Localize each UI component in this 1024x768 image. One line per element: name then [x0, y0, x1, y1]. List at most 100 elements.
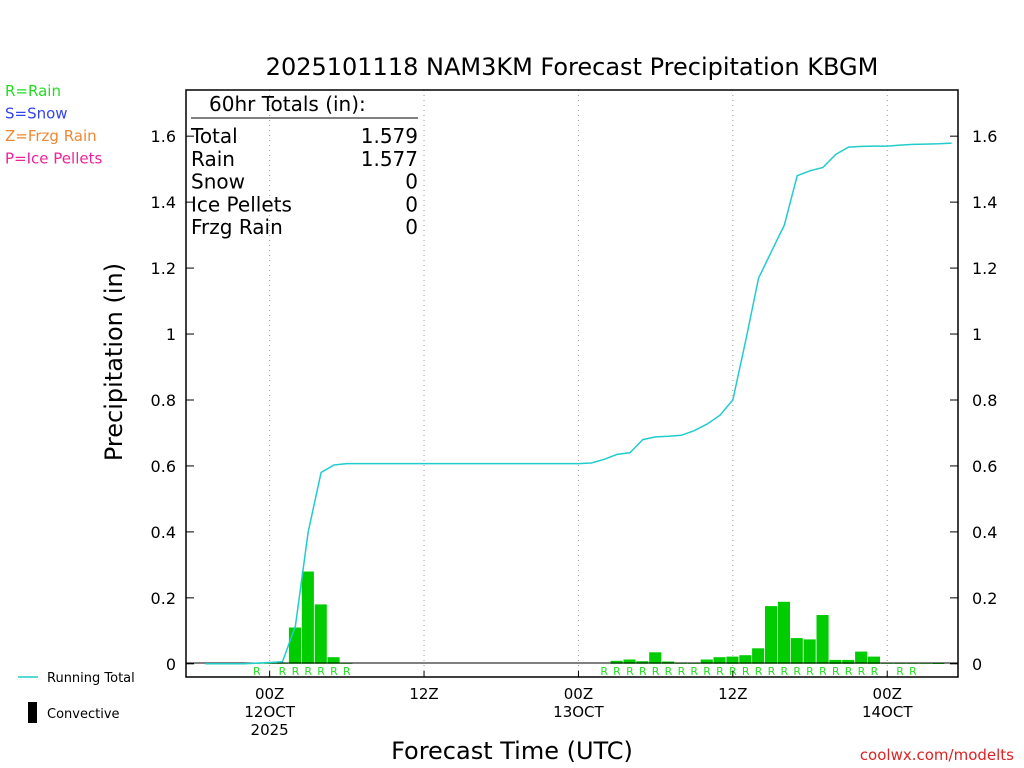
- ptype-label: R: [806, 665, 814, 678]
- convective-legend: Convective: [28, 702, 120, 723]
- ptype-label: R: [304, 665, 312, 678]
- legend-entry: P=Ice Pellets: [5, 150, 102, 168]
- y-tick-label: 0.6: [151, 457, 176, 476]
- ptype-label: R: [652, 665, 660, 678]
- x-tick-label: 00Z: [873, 685, 902, 703]
- ptype-label: R: [703, 665, 711, 678]
- y-tick-label: 1.2: [972, 259, 997, 278]
- running-total-legend: Running Total: [18, 671, 135, 686]
- y-tick-label: 0: [166, 655, 176, 674]
- legend-entry: S=Snow: [5, 105, 68, 123]
- chart-title: 2025101118 NAM3KM Forecast Precipitation…: [266, 53, 879, 81]
- ptype-label: R: [755, 665, 763, 678]
- x-tick-label: 13OCT: [553, 703, 604, 721]
- y-tick-label: 0: [972, 655, 982, 674]
- y-tick-label: 0.4: [972, 523, 997, 542]
- precip-bar: [855, 651, 868, 664]
- y-axis-right: 0 0.2 0.4 0.6 0.8 1 1.2 1.4 1.6: [950, 127, 997, 674]
- convective-swatch: [28, 702, 37, 723]
- totals-value: 0: [405, 192, 418, 216]
- ptype-label: R: [793, 665, 801, 678]
- precip-bar: [765, 606, 778, 664]
- ptype-label: R: [768, 665, 776, 678]
- legend-entry: R=Rain: [5, 82, 61, 100]
- convective-legend-label: Convective: [47, 707, 120, 722]
- precip-bar: [623, 659, 636, 664]
- ptype-label: R: [600, 665, 608, 678]
- precip-bar: [867, 656, 880, 664]
- precip-bar: [314, 604, 327, 664]
- ptype-label: R: [871, 665, 879, 678]
- totals-label: Ice Pellets: [191, 192, 292, 216]
- ptype-label: R: [742, 665, 750, 678]
- plot-frame: [185, 89, 959, 678]
- y-tick-label: 0.2: [972, 589, 997, 608]
- precip-bar: [777, 601, 790, 664]
- ptype-label: R: [292, 665, 300, 678]
- ptype-label: R: [626, 665, 634, 678]
- precip-bar: [327, 657, 340, 664]
- y-axis-left: 0 0.2 0.4 0.6 0.8 1 1.2 1.4 1.6: [151, 127, 194, 674]
- totals-value: 1.577: [361, 147, 418, 171]
- y-tick-label: 0.8: [151, 391, 176, 410]
- ptype-label: R: [858, 665, 866, 678]
- y-tick-label: 1.6: [972, 127, 997, 146]
- running-total-legend-label: Running Total: [47, 671, 135, 686]
- x-tick-label: 12Z: [718, 685, 747, 703]
- ptype-label: R: [896, 665, 904, 678]
- credit-text: coolwx.com/modelts: [860, 746, 1014, 764]
- precip-bar: [649, 652, 662, 664]
- precip-bar: [842, 659, 855, 664]
- ptype-legend: R=Rain S=Snow Z=Frzg Rain P=Ice Pellets: [5, 82, 102, 168]
- precip-bar: [932, 663, 945, 664]
- vertical-gridlines: [269, 90, 888, 677]
- ptype-label: R: [845, 665, 853, 678]
- x-tick-label: 00Z: [255, 685, 284, 703]
- precip-bar: [713, 657, 726, 664]
- y-tick-label: 1: [166, 325, 176, 344]
- y-tick-label: 1.2: [151, 259, 176, 278]
- y-tick-label: 0.4: [151, 523, 176, 542]
- ptype-label: R: [343, 665, 351, 678]
- ptype-label: R: [678, 665, 686, 678]
- ptype-label: R: [909, 665, 917, 678]
- y-axis-label: Precipitation (in): [100, 263, 128, 461]
- x-tick-label: 14OCT: [862, 703, 913, 721]
- precip-bar: [726, 656, 739, 664]
- y-tick-label: 1.4: [151, 193, 176, 212]
- totals-header: 60hr Totals (in):: [209, 92, 366, 116]
- running-total-line: [205, 142, 952, 665]
- totals-value: 1.579: [361, 124, 418, 148]
- ptype-label: R: [317, 665, 325, 678]
- totals-label: Rain: [191, 147, 235, 171]
- ptype-label: R: [279, 665, 287, 678]
- totals-value: 0: [405, 170, 418, 194]
- y-tick-label: 1.6: [151, 127, 176, 146]
- legend-entry: Z=Frzg Rain: [5, 127, 97, 145]
- totals-box: 60hr Totals (in): Total 1.579 Rain 1.577 Snow…: [190, 92, 418, 239]
- precip-bar: [790, 638, 803, 664]
- precip-bar: [301, 571, 314, 664]
- y-tick-label: 1.4: [972, 193, 997, 212]
- x-tick-label: 12Z: [409, 685, 438, 703]
- precip-bar: [816, 615, 829, 664]
- precip-bar: [288, 627, 301, 664]
- ptype-label: R: [330, 665, 338, 678]
- y-tick-label: 0.8: [972, 391, 997, 410]
- ptype-label: R: [780, 665, 788, 678]
- ptype-label: R: [665, 665, 673, 678]
- ptype-label: R: [690, 665, 698, 678]
- y-tick-label: 1: [972, 325, 982, 344]
- y-tick-label: 0.2: [151, 589, 176, 608]
- precip-bar: [803, 639, 816, 664]
- hourly-bars: [250, 571, 945, 664]
- ptype-label: R: [832, 665, 840, 678]
- totals-value: 0: [405, 215, 418, 239]
- precip-bar: [752, 648, 765, 664]
- x-tick-label: 2025: [251, 721, 289, 739]
- totals-label: Snow: [191, 170, 245, 194]
- totals-label: Frzg Rain: [191, 215, 283, 239]
- y-tick-label: 0.6: [972, 457, 997, 476]
